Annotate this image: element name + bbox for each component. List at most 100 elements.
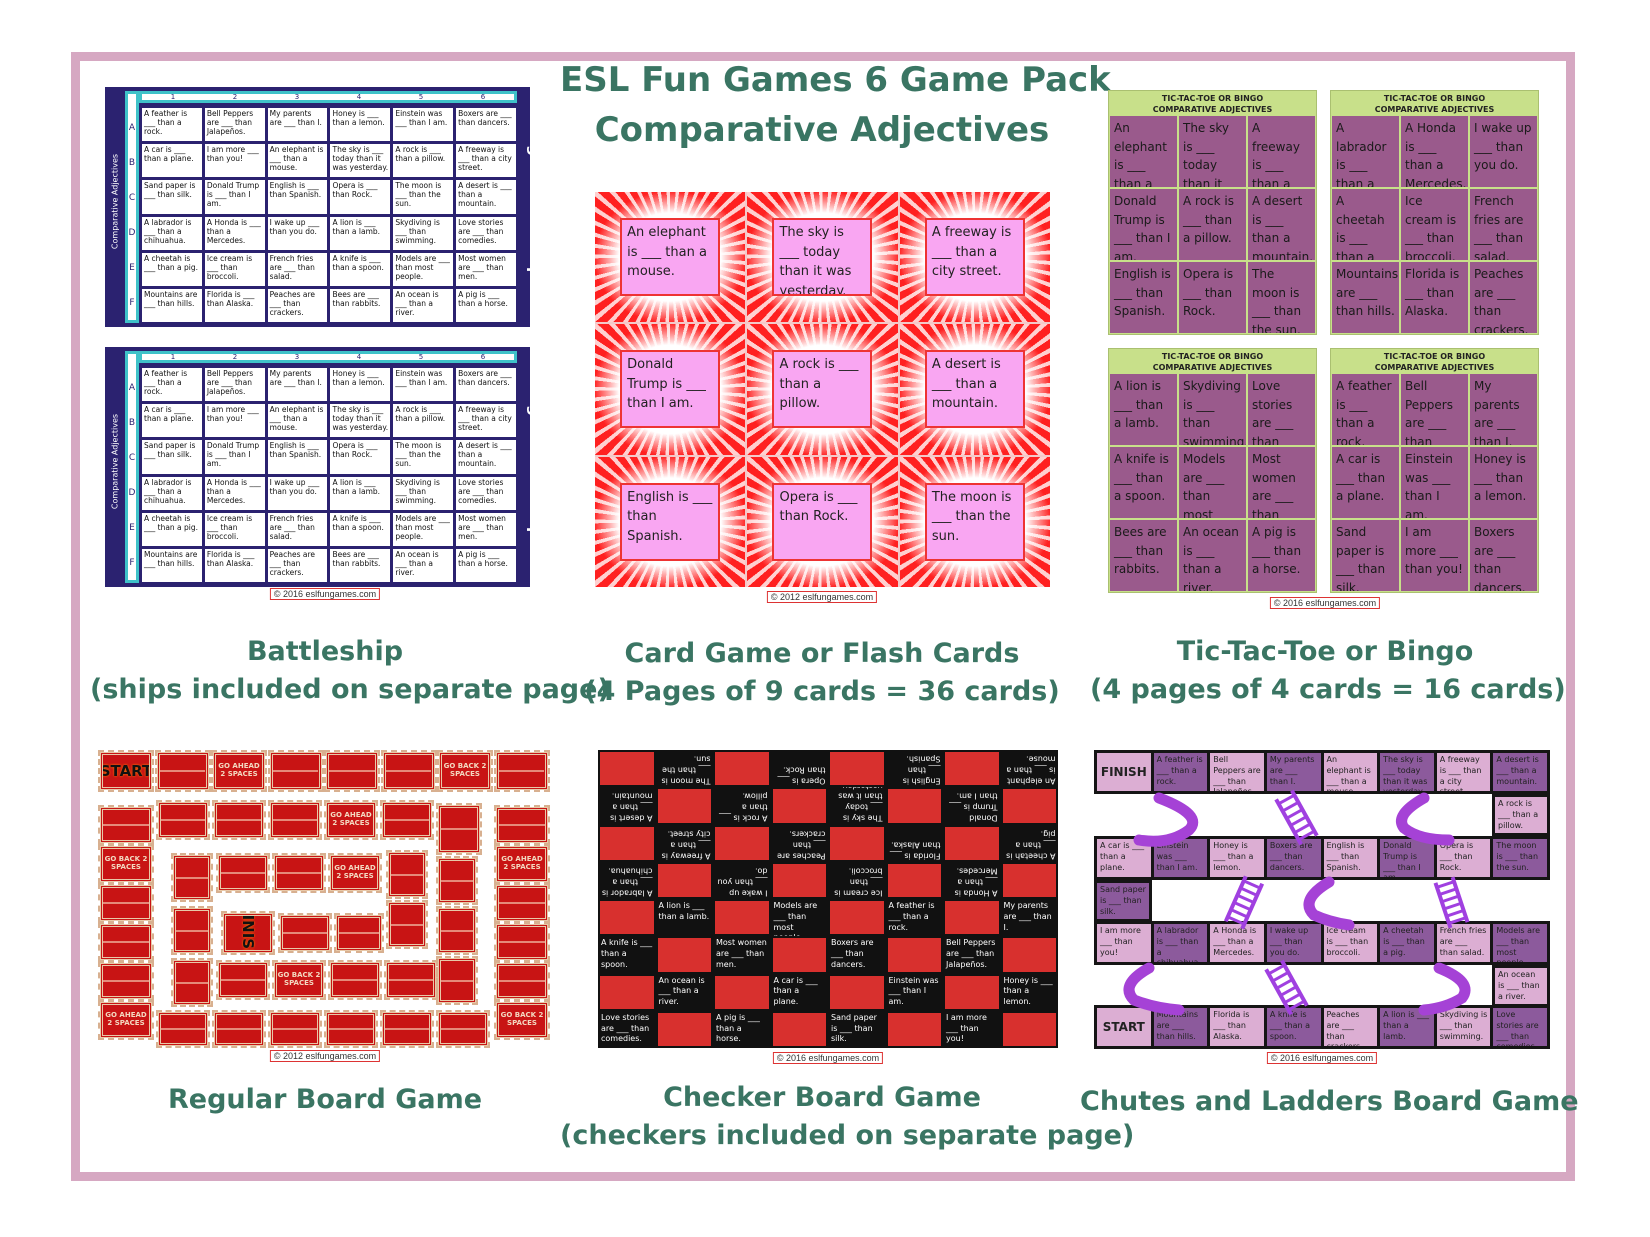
card-text: Opera is ___ than Rock.	[772, 482, 873, 561]
grid-cell: Bell Peppers are ___ than Jalapeños.	[1401, 374, 1468, 445]
card-header: TIC-TAC-TOE OR BINGO COMPARATIVE ADJECTIV…	[1331, 349, 1538, 374]
black-square-text: Boxers are ___ than dancers.	[831, 938, 874, 969]
grid-cell: A desert is ___ than a mountain.	[456, 180, 516, 214]
red-square	[772, 938, 826, 972]
board-space: Love stories are ___ than comedies.	[1493, 1008, 1547, 1046]
text-line	[103, 941, 119, 943]
grid-cell: Boxers are ___ than dancers.	[1470, 520, 1537, 591]
text-line	[514, 980, 530, 982]
black-square-text: English is ___ than Spanish.	[902, 754, 940, 786]
flash-card: A freeway is ___ than a city street.	[899, 192, 1050, 323]
black-square-text: Most women are ___ than men.	[716, 938, 767, 969]
chute-icon	[1123, 962, 1185, 1016]
grid-cell: English is ___ than Spanish.	[267, 440, 328, 474]
grid-cell: Bell Peppers are ___ than Jalapeños.	[204, 108, 265, 142]
black-square-text: Einstein was ___ than I am.	[888, 975, 939, 1007]
grid-cell: A car is ___ than a plane.	[142, 404, 202, 438]
board-space	[334, 913, 384, 953]
board-space	[156, 800, 210, 840]
chutes-and-ladders-board: FINISH A feather is ___ than a rock. Bell …	[1094, 750, 1550, 1049]
text-line	[133, 941, 149, 943]
red-square	[657, 863, 711, 897]
text-line	[418, 979, 433, 981]
text-line	[441, 929, 452, 932]
grid-cell: A cheetah is ___ than a pig.	[142, 252, 202, 286]
text-line	[499, 980, 515, 982]
text-line	[250, 979, 265, 981]
board-space	[493, 750, 550, 792]
text-line	[358, 1028, 373, 1030]
grid-cell: Opera is ___ than Rock.	[330, 180, 391, 214]
grid-cell: French fries are ___ than salad.	[267, 512, 328, 546]
board-space	[212, 1010, 266, 1048]
grid-cell: A rock is ___ than a pillow.	[393, 404, 454, 438]
card-text: A desert is ___ than a mountain.	[924, 350, 1025, 429]
text-line	[273, 1028, 288, 1030]
flash-card: An elephant is ___ than a mouse.	[595, 192, 746, 323]
text-line	[287, 770, 304, 772]
grid-cell: A knife is ___ than a spoon.	[1110, 447, 1177, 518]
text-line	[329, 770, 345, 772]
red-square	[887, 1012, 941, 1046]
red-square	[657, 1012, 711, 1046]
black-square-text: A freeway is ___ than a city street.	[661, 829, 710, 860]
grid-cell: A Honda is ___ than a Mercedes.	[204, 476, 265, 510]
black-square-text: A car is ___ than a plane.	[773, 975, 818, 1007]
board-space-go-back: GO BACK 2 SPACES	[272, 960, 326, 1000]
text-line	[283, 932, 298, 934]
grid-cell: An elephant is ___ than a mouse.	[267, 144, 328, 178]
grid-cell: Models are ___ than most people.	[393, 252, 454, 286]
text-line	[103, 980, 119, 982]
text-line	[175, 819, 191, 821]
chute-icon	[1133, 792, 1199, 847]
grid-cell: I am more ___ than you!	[204, 144, 265, 178]
text-line	[441, 1028, 456, 1030]
black-square-text: A rock is ___ than a pillow.	[718, 791, 768, 823]
grid-cell: Most women are ___ than men.	[1248, 447, 1315, 518]
grid-cell: French fries are ___ than salad.	[1470, 189, 1537, 260]
board-space: Honey is ___ than a lemon.	[1210, 839, 1264, 877]
board-space	[98, 922, 154, 962]
text-line	[197, 981, 208, 984]
board-space	[386, 850, 428, 899]
text-line	[287, 1028, 303, 1030]
red-square	[772, 1012, 826, 1046]
text-line	[529, 941, 545, 943]
text-line	[133, 824, 149, 826]
text-line	[470, 1028, 485, 1030]
grid-cell: Honey is ___ than a lemon.	[330, 108, 391, 142]
red-square	[887, 789, 941, 823]
black-square-text: An elephant is ___ than a mouse.	[1005, 754, 1055, 786]
grid-cell: Bees are ___ than rabbits.	[330, 288, 391, 322]
grid-cell: A lion is ___ than a lamb.	[330, 476, 391, 510]
text-line	[176, 929, 187, 932]
text-line	[465, 828, 477, 830]
board-space: Donald Trump is ___ than I am.	[1380, 839, 1434, 877]
board-space	[328, 960, 382, 1000]
board-label: English Battleship	[526, 124, 544, 278]
grid-cell: Donald Trump is ___ than I am.	[204, 180, 265, 214]
red-square	[657, 789, 711, 823]
grid-cell: A freeway is ___ than a city street.	[456, 144, 516, 178]
text-line	[401, 873, 413, 876]
board-space	[278, 913, 332, 953]
flash-card: English is ___ than Spanish.	[595, 456, 746, 587]
grid-cell: Boxers are ___ than dancers.	[456, 108, 516, 142]
grid-cell: A pig is ___ than a horse.	[456, 288, 516, 322]
black-square-text: A labrador is ___ than a chihuahua.	[601, 866, 653, 897]
board-space	[494, 922, 550, 962]
column-label: 2	[232, 353, 238, 361]
text-line	[306, 872, 321, 874]
checker-board-game: The moon is ___ than the sun. Opera is __…	[598, 750, 1058, 1048]
card-header-line: TIC-TAC-TOE OR BINGO	[1383, 94, 1486, 103]
row-label: C	[128, 192, 136, 203]
flash-cards-sheet: An elephant is ___ than a mouse. The sky …	[595, 192, 1050, 587]
page-subtitle: Comparative Adjectives	[594, 110, 1050, 150]
tictactoe-caption: Tic-Tac-Toe or Bingo	[1176, 636, 1474, 667]
grid-cell: English is ___ than Spanish.	[1110, 262, 1177, 333]
grid-cell: A freeway is ___ than a city street.	[1248, 116, 1315, 187]
text-line	[514, 902, 530, 904]
red-square	[1002, 863, 1056, 897]
grid-cell: A desert is ___ than a mountain.	[456, 440, 516, 474]
column-label: 5	[418, 353, 424, 361]
